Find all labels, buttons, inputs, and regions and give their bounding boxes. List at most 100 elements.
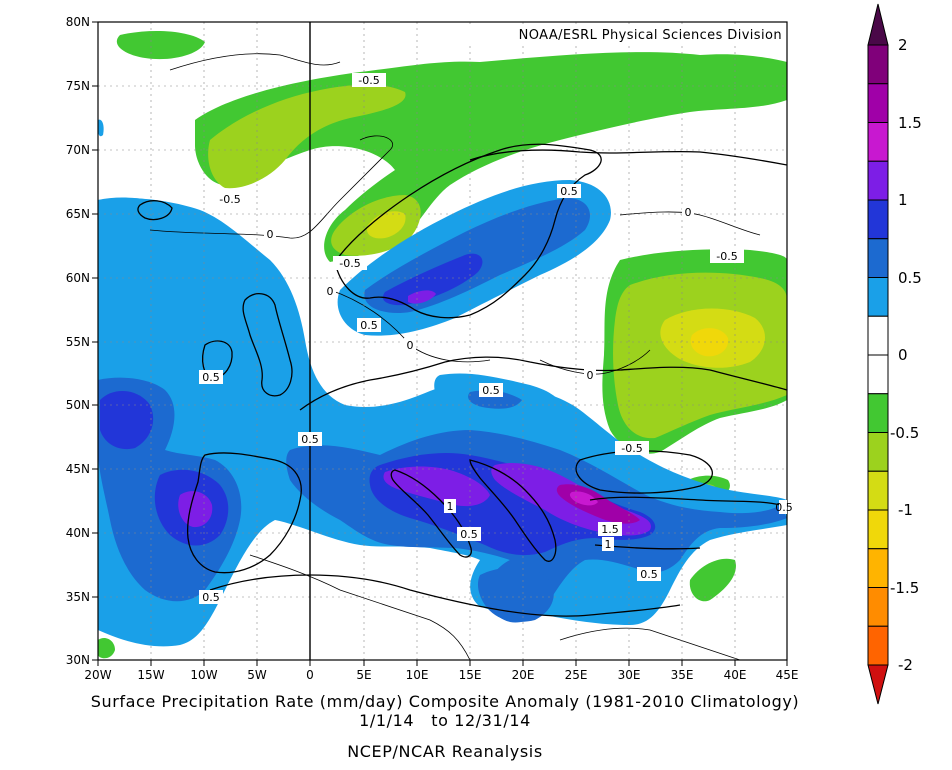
colorbar-label: -0.5	[890, 424, 919, 442]
colorbar-swatch	[867, 44, 889, 85]
dry-anomaly-levant	[689, 558, 736, 602]
lat-label: 40N	[66, 526, 90, 540]
contour-label: -0.5	[213, 192, 247, 206]
svg-text:-0.5: -0.5	[358, 74, 379, 87]
svg-text:0: 0	[587, 369, 594, 382]
wet-anomaly-scandinavia-strong	[382, 253, 483, 306]
svg-text:0.5: 0.5	[775, 501, 793, 514]
credit-text: NOAA/ESRL Physical Sciences Division	[519, 28, 782, 43]
contour-label: -0.5	[615, 441, 649, 455]
coast-balkans-greece	[469, 459, 557, 562]
coast-british-isles	[242, 293, 293, 397]
colorbar-swatch	[867, 432, 889, 472]
dry-anomaly-southwest-corner	[98, 638, 115, 659]
dry-anomaly-moderate-north	[208, 84, 406, 189]
svg-text:0: 0	[327, 285, 334, 298]
colorbar-swatch	[867, 83, 889, 123]
colorbar-swatch	[867, 315, 889, 356]
colorbar-swatch	[867, 393, 889, 433]
wet-anomaly-greenland-patch	[98, 119, 104, 137]
contour-zero-north-atlantic	[169, 53, 341, 71]
colorbar-swatch	[867, 238, 889, 278]
contour-zero-south	[249, 554, 471, 660]
lon-label: 45E	[776, 668, 799, 682]
caption-date-range: 1/1/14 to 12/31/14	[359, 711, 531, 730]
colorbar-swatch	[867, 160, 889, 201]
colorbar-swatch	[867, 625, 889, 666]
wet-anomaly-west-atlantic	[100, 390, 154, 450]
credit-box	[466, 24, 784, 42]
contour-label: 0.5	[775, 500, 793, 514]
lat-label: 30N	[66, 653, 90, 667]
colorbar-swatches	[867, 44, 889, 666]
colorbar: 2 1.5 1 0.5 0 -0.5 -1 -1.5 -2	[867, 3, 922, 705]
contour-lines	[149, 53, 761, 660]
contour-label: 0	[584, 368, 596, 382]
svg-text:0.5: 0.5	[640, 568, 658, 581]
colorbar-label: -1	[898, 501, 913, 519]
anomaly-fill-layer	[98, 30, 787, 659]
svg-text:-0.5: -0.5	[339, 257, 360, 270]
lon-label: 15E	[459, 668, 482, 682]
wet-anomaly-north-atlantic	[98, 197, 186, 263]
wet-anomaly-north-africa	[477, 567, 554, 622]
contour-label: 0.5	[199, 370, 223, 384]
dry-anomaly-strong-norway	[366, 211, 406, 239]
svg-text:-0.5: -0.5	[621, 442, 642, 455]
lon-label: 20E	[512, 668, 535, 682]
contour-label: 1	[444, 499, 456, 513]
contour-label: 0.5	[557, 184, 581, 198]
coast-continental-europe	[299, 356, 787, 411]
caption-source: NCEP/NCAR Reanalysis	[347, 742, 543, 761]
dry-anomaly-small-patch	[417, 131, 461, 163]
svg-text:0: 0	[267, 228, 274, 241]
lon-label: 25E	[565, 668, 588, 682]
longitude-labels: 20W 15W 10W 5W 0 5E 10E 15E 20E 25E 30E …	[84, 668, 798, 682]
coast-north-africa	[209, 574, 681, 617]
lon-label: 5E	[356, 668, 371, 682]
contour-label: -0.5	[710, 249, 744, 263]
lat-label: 65N	[66, 207, 90, 221]
colorbar-swatch	[867, 587, 889, 627]
contour-labels: -0.5 -0.5 -0.5 0 0 0.5 0.5 0 -0.5 0.5 0 …	[199, 73, 793, 604]
svg-text:1: 1	[447, 500, 454, 513]
colorbar-swatch	[867, 199, 889, 240]
svg-text:0.5: 0.5	[202, 371, 220, 384]
contour-label: 0.5	[199, 590, 223, 604]
contour-label: 1	[602, 537, 614, 551]
colorbar-label: 0	[898, 346, 908, 364]
lat-label: 35N	[66, 590, 90, 604]
svg-text:0: 0	[407, 339, 414, 352]
coast-ireland	[202, 340, 233, 379]
lon-label: 40E	[724, 668, 747, 682]
contour-zero-africa	[559, 627, 741, 660]
tick-marks	[92, 21, 788, 666]
dry-anomaly-russia-core	[690, 328, 729, 357]
colorbar-label: -2	[898, 656, 913, 674]
coast-scandinavia	[334, 143, 602, 319]
svg-text:0.5: 0.5	[301, 433, 319, 446]
lon-label: 30E	[618, 668, 641, 682]
colorbar-labels: 2 1.5 1 0.5 0 -0.5 -1 -1.5 -2	[890, 36, 922, 674]
lon-label: 35E	[671, 668, 694, 682]
coast-svalbard-russia-north	[469, 149, 787, 166]
svg-text:1: 1	[605, 538, 612, 551]
wet-anomaly-scandinavia-core	[408, 290, 436, 304]
contour-label: 0	[324, 284, 336, 298]
contour-zero-north	[149, 135, 393, 239]
colorbar-label: 1.5	[898, 114, 922, 132]
coast-iberia	[186, 452, 302, 574]
contour-label: 0.5	[298, 432, 322, 446]
lat-label: 75N	[66, 79, 90, 93]
colorbar-label: -1.5	[890, 579, 919, 597]
contour-label: 0.5	[357, 318, 381, 332]
caption-title: Surface Precipitation Rate (mm/day) Comp…	[90, 692, 800, 711]
coastlines	[137, 143, 787, 617]
contour-label: 0	[404, 338, 416, 352]
contour-label: -0.5	[352, 73, 386, 87]
contour-label: 0	[264, 227, 276, 241]
coast-iceland	[137, 200, 173, 221]
contour-label: -0.5	[333, 256, 367, 270]
lat-label: 60N	[66, 271, 90, 285]
